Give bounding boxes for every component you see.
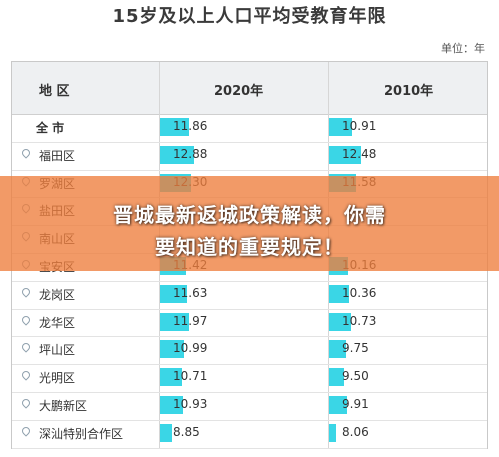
region-name: 光明区 (39, 371, 76, 386)
value-label-y2020: 10.93 (173, 397, 208, 411)
table-row: 深汕特别合作区 8.85 8.06 (12, 421, 487, 449)
value-label-y2010: 12.48 (342, 146, 377, 161)
value-label-y2010: 9.50 (342, 369, 369, 384)
value-bar-y2010 (329, 145, 362, 164)
table-row: 光明区 10.71 9.50 (12, 365, 487, 393)
value-label-y2020: 10.99 (173, 341, 208, 356)
value-label-y2020: 8.85 (173, 424, 200, 439)
banner-line-1: 晋城最新返城政策解读，你需 (113, 203, 386, 227)
value-label-y2020: 11.63 (173, 285, 208, 300)
value-label-y2010: 8.06 (342, 424, 369, 439)
value-label-y2010: 10.91 (342, 119, 377, 133)
table-row: 福田区 12.88 12.48 (12, 143, 487, 171)
value-bar-y2020 (160, 312, 190, 331)
value-bar-y2020 (160, 368, 183, 387)
location-pin-icon (20, 341, 32, 354)
value-bar-y2020 (160, 118, 189, 136)
region-name: 龙华区 (39, 315, 76, 330)
value-label-y2010: 9.91 (342, 397, 369, 411)
table-row: 全 市 11.86 10.91 (12, 115, 487, 143)
value-bar-y2010 (329, 396, 347, 414)
table-row: 大鹏新区 10.93 9.91 (12, 393, 487, 421)
location-pin-icon (20, 369, 32, 381)
location-pin-icon (20, 286, 32, 298)
value-bar-y2010 (329, 312, 352, 331)
region-name: 龙岗区 (39, 287, 76, 302)
location-pin-icon (20, 425, 32, 437)
region-name: 福田区 (39, 148, 76, 163)
value-bar-y2020 (160, 396, 184, 414)
table-row: 龙岗区 11.63 10.36 (12, 282, 487, 310)
unit-label: 单位：年 (441, 42, 485, 55)
value-bar-y2010 (329, 284, 350, 303)
chart-title: 15岁及以上人口平均受教育年限 (112, 6, 387, 27)
value-bar-y2010 (329, 423, 337, 442)
value-bar-y2020 (160, 340, 184, 359)
value-bar-y2020 (160, 423, 172, 442)
value-bar-y2020 (160, 284, 188, 303)
value-label-y2010: 10.36 (342, 285, 377, 300)
region-name: 深汕特别合作区 (39, 426, 124, 441)
header-2020: 2020年 (214, 84, 264, 99)
banner-line-2: 要知道的重要规定！ (155, 235, 344, 259)
value-bar-y2010 (329, 368, 345, 387)
table-header: 地 区 2020年 2010年 (12, 62, 487, 115)
location-pin-icon (20, 313, 32, 326)
value-label-y2020: 11.86 (173, 119, 208, 133)
value-bar-y2020 (160, 145, 195, 164)
region-name: 坪山区 (39, 343, 76, 358)
value-label-y2020: 10.71 (173, 369, 208, 384)
header-2010: 2010年 (384, 84, 434, 99)
promo-banner[interactable]: 晋城最新返城政策解读，你需 要知道的重要规定！ (0, 176, 499, 271)
value-bar-y2010 (329, 118, 353, 136)
value-label-y2010: 10.73 (342, 313, 377, 328)
region-name: 大鹏新区 (39, 399, 88, 413)
location-pin-icon (20, 147, 32, 159)
value-label-y2020: 12.88 (173, 146, 208, 161)
value-bar-y2010 (329, 340, 346, 359)
table-row: 坪山区 10.99 9.75 (12, 337, 487, 366)
value-label-y2020: 11.97 (173, 313, 208, 328)
location-pin-icon (20, 397, 32, 409)
table-row: 龙华区 11.97 10.73 (12, 310, 487, 338)
value-label-y2010: 9.75 (342, 341, 369, 356)
header-region: 地 区 (39, 84, 70, 99)
region-name: 全 市 (36, 121, 65, 135)
